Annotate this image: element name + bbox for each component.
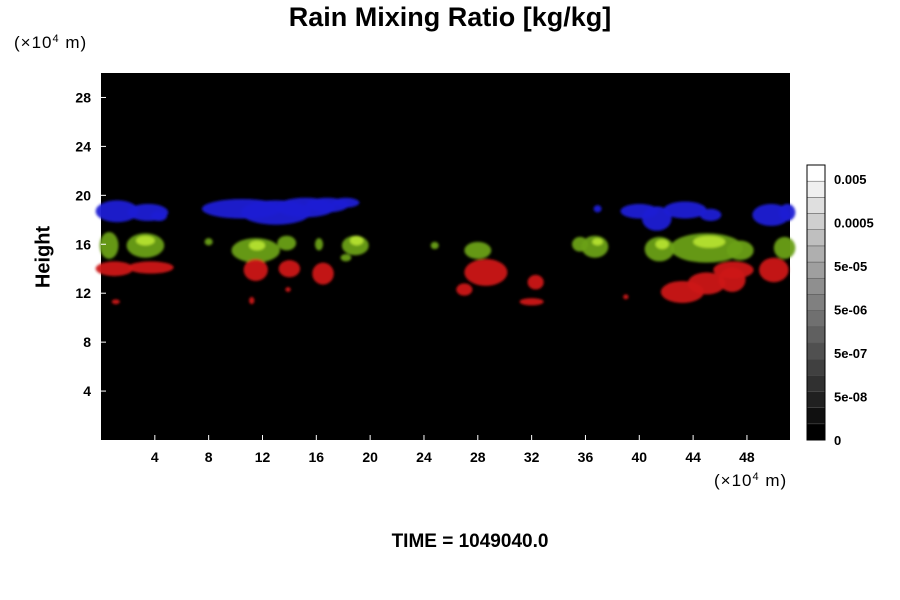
rain-cell [693, 235, 726, 248]
rain-cell [773, 236, 796, 259]
colorbar-label: 5e-07 [834, 346, 867, 361]
rain-cell [332, 197, 360, 208]
colorbar-label: 5e-08 [834, 390, 867, 405]
x-tick-label: 20 [362, 449, 378, 465]
rain-cell [135, 235, 155, 246]
rain-cell [593, 205, 602, 213]
colorbar: 0.005 0.0005 5e-05 5e-06 5e-07 5e-08 0 [806, 164, 874, 448]
x-tick-label: 44 [685, 449, 701, 465]
rain-cell [699, 208, 722, 222]
colorbar-label: 5e-05 [834, 259, 867, 274]
rain-cell [464, 258, 508, 286]
colorbar-label: 0 [834, 433, 841, 448]
rain-cell [150, 211, 167, 222]
rain-cell [95, 261, 134, 277]
colorbar-level [806, 213, 826, 230]
rain-cell [243, 258, 268, 281]
rain-cell [519, 298, 544, 306]
rain-cell [430, 241, 439, 250]
colorbar-label: 0.005 [834, 172, 867, 187]
x-tick-label: 28 [470, 449, 486, 465]
rain-cell [95, 200, 139, 223]
time-label: TIME = [391, 531, 454, 552]
colorbar-level [806, 423, 826, 441]
rain-cell [249, 240, 266, 251]
rain-cell [663, 201, 707, 219]
rain-cell [713, 261, 754, 279]
x-tick-label: 36 [578, 449, 594, 465]
rain-cell [592, 238, 603, 246]
rain-cell [277, 235, 297, 251]
colorbar-frame [806, 164, 826, 441]
rain-cell [641, 206, 672, 231]
colorbar-level [806, 310, 826, 328]
colorbar-level [806, 358, 826, 376]
x-tick-label: 24 [416, 449, 432, 465]
rain-cell [687, 272, 726, 295]
plot-area [101, 73, 790, 440]
x-tick-label: 32 [524, 449, 540, 465]
y-tick-label: 20 [75, 187, 91, 203]
chart-title: Rain Mixing Ratio [kg/kg] [288, 2, 612, 32]
colorbar-level [806, 294, 826, 311]
rain-cell [571, 236, 589, 252]
colorbar-level [806, 391, 826, 408]
x-tick-label: 8 [205, 449, 213, 465]
y-tick-label: 12 [75, 285, 91, 301]
rain-cell [204, 238, 213, 246]
rain-cell [127, 261, 174, 274]
rain-cell [312, 262, 334, 285]
rain-cell [655, 239, 669, 250]
rain-cell [231, 238, 280, 263]
x-tick-label: 4 [151, 449, 159, 465]
y-tick-label: 4 [83, 383, 91, 399]
colorbar-level [806, 197, 826, 214]
y-tick-label: 8 [83, 334, 91, 350]
rain-cell [340, 254, 352, 262]
rain-cell [456, 283, 473, 296]
colorbar-level [806, 342, 826, 360]
colorbar-level [806, 245, 826, 263]
time-readout: TIME = 1049040.0 [0, 531, 900, 553]
rain-cell [759, 257, 789, 283]
colorbar-level [806, 407, 826, 425]
rain-cell [99, 232, 119, 259]
rain-cell [726, 240, 754, 261]
colorbar-level [806, 277, 826, 295]
colorbar-level [806, 261, 826, 279]
y-axis-unit: (×104 m) [14, 33, 88, 52]
rain-cell [349, 235, 364, 246]
rain-cell [527, 274, 544, 290]
rain-cell [278, 260, 301, 278]
colorbar-level [806, 180, 826, 198]
rain-cell [111, 299, 120, 305]
y-tick-label: 16 [75, 236, 91, 252]
rain-cell [623, 294, 629, 300]
rain-cell [779, 203, 796, 222]
time-value: 1049040.0 [458, 531, 549, 552]
rain-cell [314, 238, 324, 251]
x-tick-label: 40 [631, 449, 647, 465]
y-tick-label: 28 [75, 89, 91, 105]
colorbar-level [806, 375, 826, 392]
colorbar-label: 0.0005 [834, 216, 874, 231]
x-tick-label: 16 [309, 449, 325, 465]
y-tick-label: 24 [75, 138, 91, 154]
x-tick-label: 12 [255, 449, 271, 465]
rain-cell [285, 287, 291, 292]
x-axis-unit: (×104 m) [714, 471, 788, 490]
colorbar-level [806, 326, 826, 344]
colorbar-label: 5e-06 [834, 303, 867, 318]
colorbar-level [806, 164, 826, 182]
rain-cell [249, 296, 255, 305]
rain-cell [464, 241, 492, 259]
colorbar-level [806, 229, 826, 247]
x-tick-label: 48 [739, 449, 755, 465]
